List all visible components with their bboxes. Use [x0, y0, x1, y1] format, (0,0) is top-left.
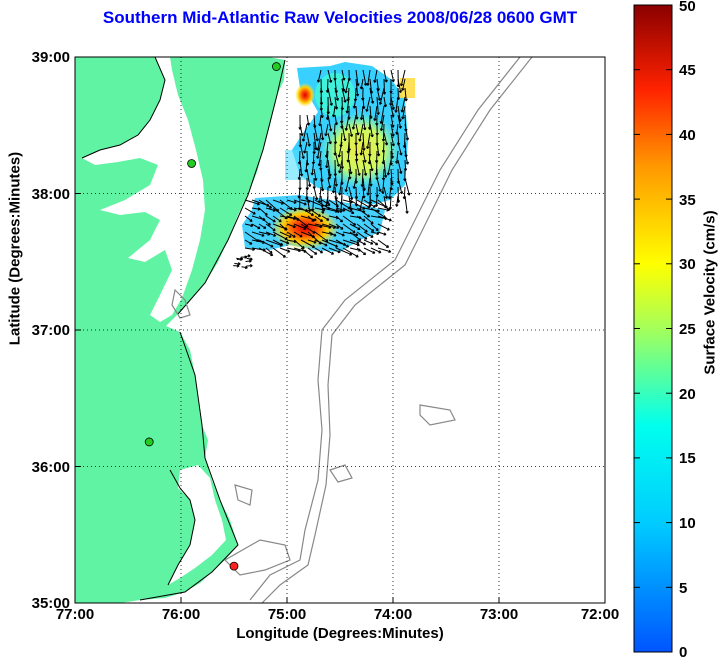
- x-tick-label: 77:00: [56, 606, 94, 623]
- y-tick-label: 36:00: [32, 459, 70, 476]
- radar-station-marker: [187, 159, 197, 168]
- y-tick-label: 39:00: [32, 49, 70, 66]
- colorbar-tick-label: 35: [679, 192, 696, 209]
- x-tick-label: 73:00: [480, 606, 518, 623]
- x-tick-label: 75:00: [268, 606, 306, 623]
- x-tick-label: 76:00: [162, 606, 200, 623]
- pamlico-sound: [168, 465, 226, 585]
- colorbar-tick-label: 45: [679, 62, 696, 79]
- colorbar-tick-label: 0: [679, 644, 687, 659]
- y-tick-label: 35:00: [32, 595, 70, 612]
- colorbar-tick-label: 25: [679, 321, 696, 338]
- x-tick-label: 74:00: [374, 606, 412, 623]
- chesapeake-bay: [82, 57, 205, 322]
- colorbar-scale: [633, 4, 673, 653]
- colorbar-tick-label: 30: [679, 256, 696, 273]
- x-tick-labels: 77:00 76:00 75:00 74:00 73:00 72:00: [56, 606, 619, 623]
- colorbar-tick-label: 15: [679, 450, 696, 467]
- map-title: Southern Mid-Atlantic Raw Velocities 200…: [102, 8, 578, 27]
- radar-stations: [144, 62, 281, 571]
- colorbar-tick-label: 5: [679, 580, 687, 597]
- map-grid: [75, 57, 605, 603]
- map-plot: 77:00 76:00 75:00 74:00 73:00 72:00 39:0…: [32, 49, 620, 623]
- colorbar-tick-label: 40: [679, 127, 696, 144]
- radar-station-marker: [229, 561, 239, 571]
- colorbar-tick-label: 20: [679, 386, 696, 403]
- colorbar-label: Surface Velocity (cm/s): [701, 210, 719, 375]
- velocity-field: [233, 62, 415, 270]
- y-tick-labels: 39:00 38:00 37:00 36:00 35:00: [32, 49, 70, 612]
- y-tick-label: 37:00: [32, 322, 70, 339]
- colorbar-tick-labels: 0 5 10 15 20 25 30 35 40 45 50: [679, 0, 696, 659]
- y-axis-label: Latitude (Degrees:Minutes): [6, 151, 24, 346]
- y-tick-label: 38:00: [32, 186, 70, 203]
- radar-station-marker: [271, 62, 281, 71]
- x-tick-label: 72:00: [581, 606, 619, 623]
- bathymetry-contours: [171, 57, 533, 603]
- radar-station-marker: [144, 437, 154, 447]
- colorbar-tick-label: 50: [679, 0, 696, 15]
- colorbar-tick-label: 10: [679, 515, 696, 532]
- colorbar: 0 5 10 15 20 25 30 35 40 45 50: [633, 0, 696, 659]
- x-axis-label: Longitude (Degrees:Minutes): [236, 625, 444, 642]
